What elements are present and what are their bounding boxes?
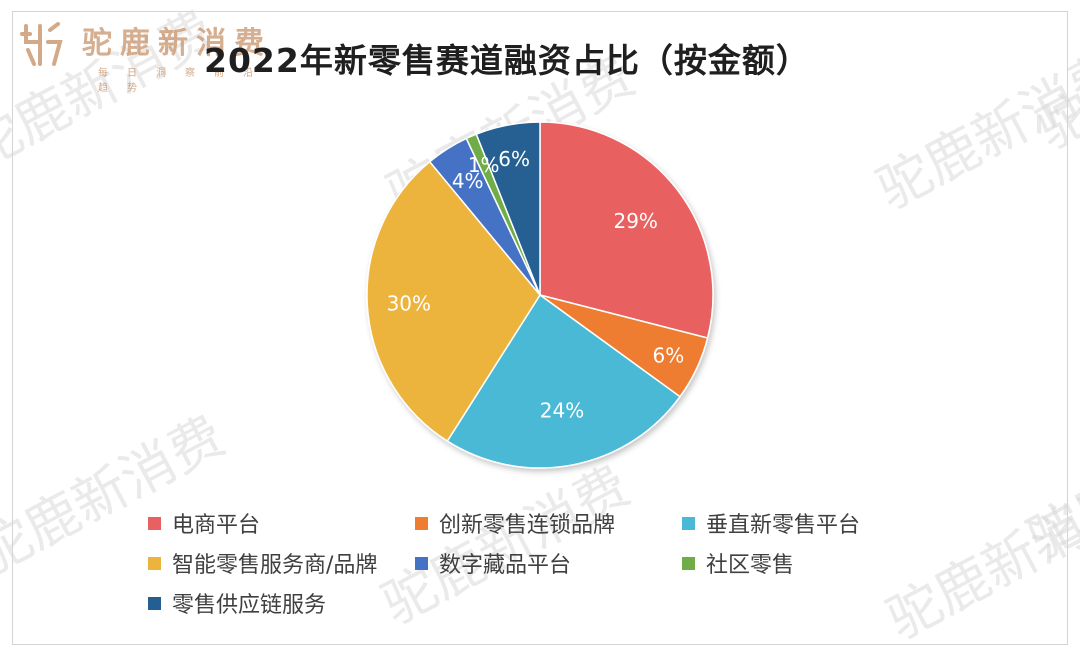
slice-label: 6%: [653, 343, 685, 367]
legend-label: 智能零售服务商/品牌: [172, 553, 378, 578]
brand-name: 驼鹿新消费: [82, 26, 272, 61]
legend-label: 电商平台: [172, 513, 261, 538]
legend-label: 数字藏品平台: [439, 553, 572, 578]
chart-title: 2022年新零售赛道融资占比（按金额）: [204, 41, 810, 80]
pie-slice: [539, 121, 714, 339]
slice-label: 29%: [613, 209, 657, 233]
legend-item: 电商平台: [148, 506, 260, 540]
legend-label: 社区零售: [706, 553, 795, 578]
legend-swatch: [682, 556, 695, 570]
legend-swatch: [415, 556, 428, 570]
legend-swatch: [682, 516, 695, 530]
legend-item: 零售供应链服务: [148, 586, 326, 620]
brand-logo: 驼鹿新消费 每日洞察前沿趋势: [20, 18, 300, 94]
slice-label: 1%: [468, 153, 500, 177]
pie-slice: [366, 160, 541, 443]
pie-chart: [366, 121, 714, 469]
slice-label: 6%: [498, 147, 530, 171]
legend-swatch: [148, 596, 161, 610]
legend-swatch: [148, 556, 161, 570]
legend-label: 创新零售连锁品牌: [439, 513, 616, 538]
slice-label: 30%: [387, 291, 431, 315]
legend-swatch: [415, 516, 428, 530]
legend-item: 智能零售服务商/品牌: [148, 546, 377, 580]
legend-item: 创新零售连锁品牌: [415, 506, 615, 540]
slice-label: 24%: [540, 399, 584, 423]
pie-slice: [475, 121, 541, 296]
legend-label: 零售供应链服务: [172, 593, 327, 618]
legend-item: 社区零售: [682, 546, 794, 580]
brand-tagline: 每日洞察前沿趋势: [98, 68, 272, 94]
pie-labels: 29%6%24%30%4%1%6%: [387, 147, 685, 423]
legend-swatch: [148, 516, 161, 530]
slice-label: 4%: [452, 169, 484, 193]
legend-label: 垂直新零售平台: [706, 513, 861, 538]
pie-slice: [446, 293, 682, 469]
chart-legend: 电商平台 创新零售连锁品牌 垂直新零售平台智能零售服务商/品牌 数字藏品平台 社区零售零…: [148, 506, 948, 626]
legend-item: 数字藏品平台: [415, 546, 571, 580]
moose-logo-icon: [20, 22, 63, 66]
legend-item: 垂直新零售平台: [682, 506, 860, 540]
